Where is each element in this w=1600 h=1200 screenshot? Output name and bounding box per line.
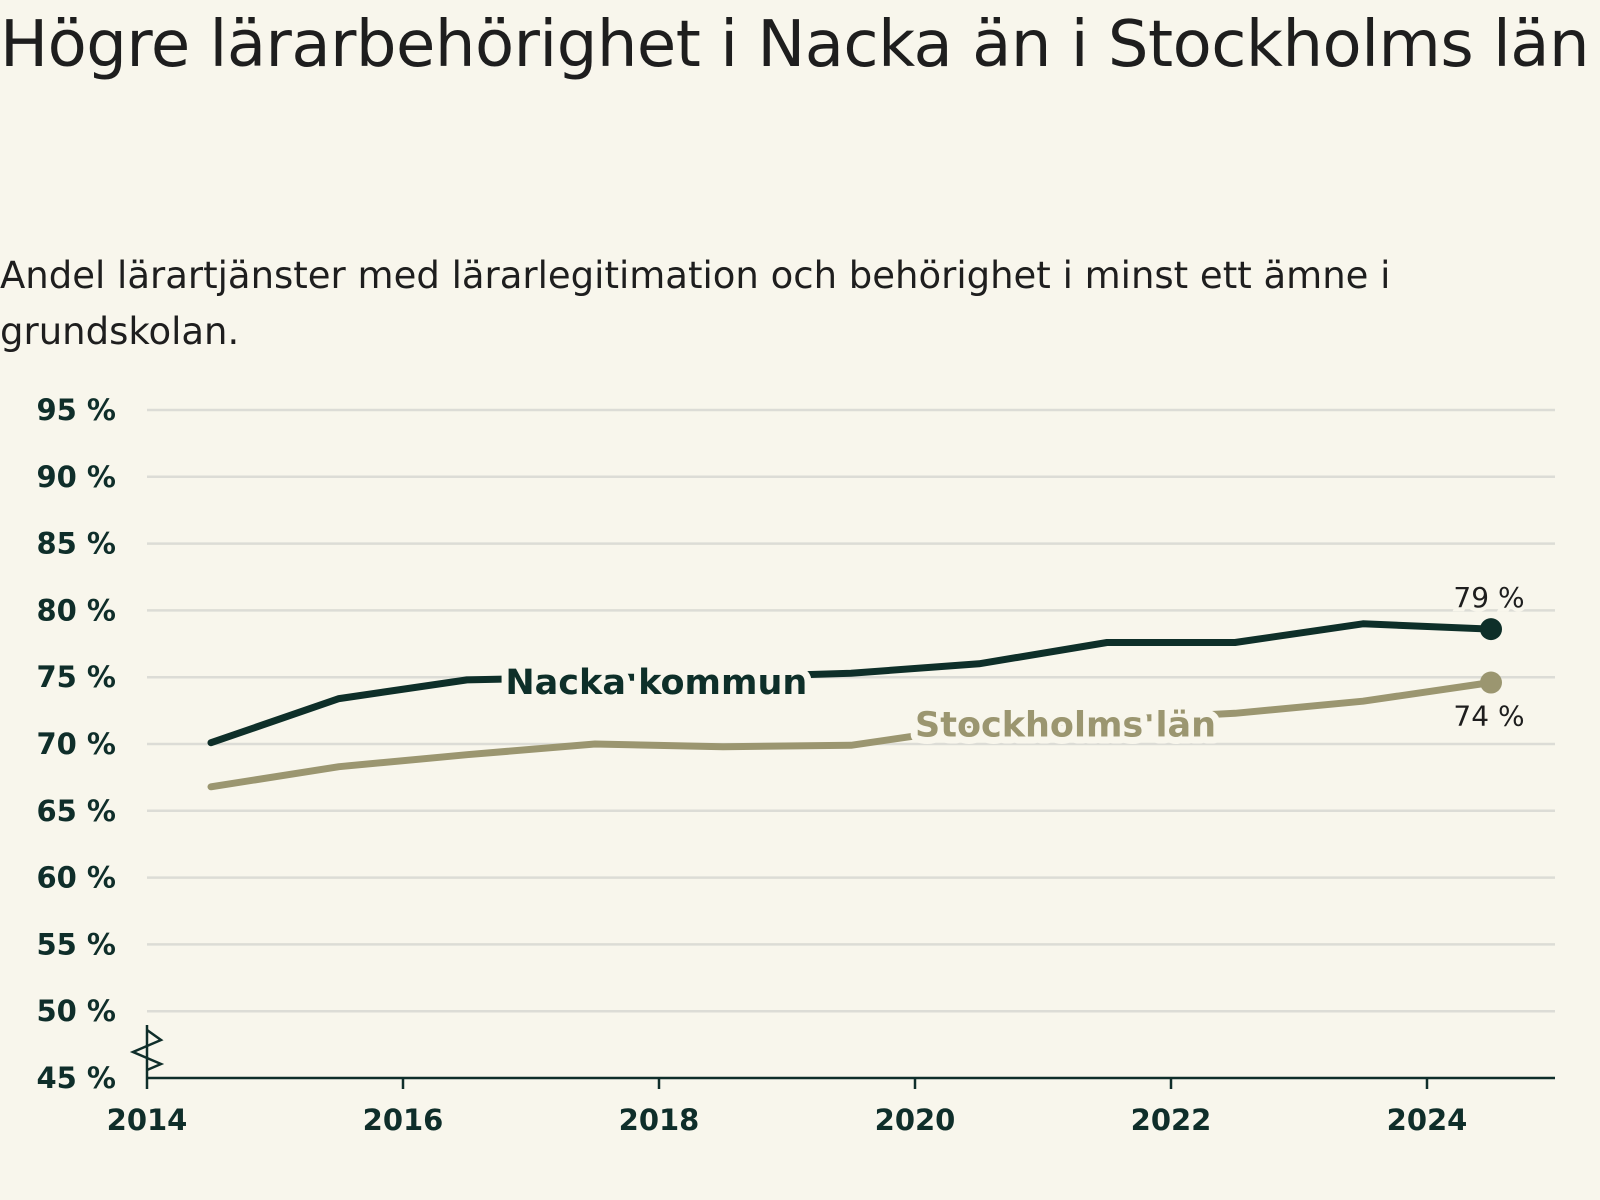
x-tick-label: 2022 bbox=[1131, 1103, 1212, 1137]
y-tick-label: 70 % bbox=[36, 727, 116, 761]
y-tick-label: 65 % bbox=[36, 794, 116, 828]
x-tick-label: 2020 bbox=[875, 1103, 956, 1137]
y-tick-label: 80 % bbox=[36, 593, 116, 627]
y-tick-label: 95 % bbox=[36, 393, 116, 427]
x-tick-label: 2024 bbox=[1387, 1103, 1468, 1137]
y-tick-label: 50 % bbox=[36, 994, 116, 1028]
y-axis-ticks: 45 % 50 % 55 % 60 % 65 % 70 % 75 % 80 % 85 % 90 %… bbox=[36, 393, 116, 1095]
gridlines bbox=[147, 408, 1555, 1013]
nacka-end-value: 79 % bbox=[1453, 581, 1524, 614]
chart-title: Högre lärarbehörighet i Nacka än i Stock… bbox=[0, 8, 1590, 82]
x-tick-label: 2014 bbox=[107, 1103, 188, 1137]
y-tick-label: 60 % bbox=[36, 861, 116, 895]
stockholm-series-label: Stockholms län bbox=[915, 706, 1216, 746]
x-tick-label: 2018 bbox=[619, 1103, 700, 1137]
y-tick-label: 45 % bbox=[36, 1061, 116, 1095]
nacka-series-label: Nacka kommun bbox=[505, 663, 807, 703]
series-lines bbox=[207, 618, 1502, 791]
y-tick-label: 90 % bbox=[36, 460, 116, 494]
y-tick-label: 85 % bbox=[36, 527, 116, 561]
chart-subtitle: Andel lärartjänster med lärarlegitimatio… bbox=[0, 254, 1391, 353]
y-tick-label: 55 % bbox=[36, 927, 116, 961]
y-tick-label: 75 % bbox=[36, 660, 116, 694]
nacka-line bbox=[207, 620, 1495, 747]
stockholm-end-value: 74 % bbox=[1453, 700, 1524, 733]
nacka-end-dot bbox=[1480, 618, 1502, 641]
x-tick-label: 2016 bbox=[363, 1103, 444, 1137]
stockholm-end-dot bbox=[1480, 671, 1502, 694]
stockholm-line bbox=[207, 679, 1495, 791]
axis-break-icon bbox=[129, 1028, 165, 1072]
x-axis: 2014 2016 2018 2020 2022 2024 bbox=[107, 1025, 1555, 1137]
series-labels: Nacka kommun Stockholms län 79 % 74 % bbox=[498, 577, 1528, 753]
